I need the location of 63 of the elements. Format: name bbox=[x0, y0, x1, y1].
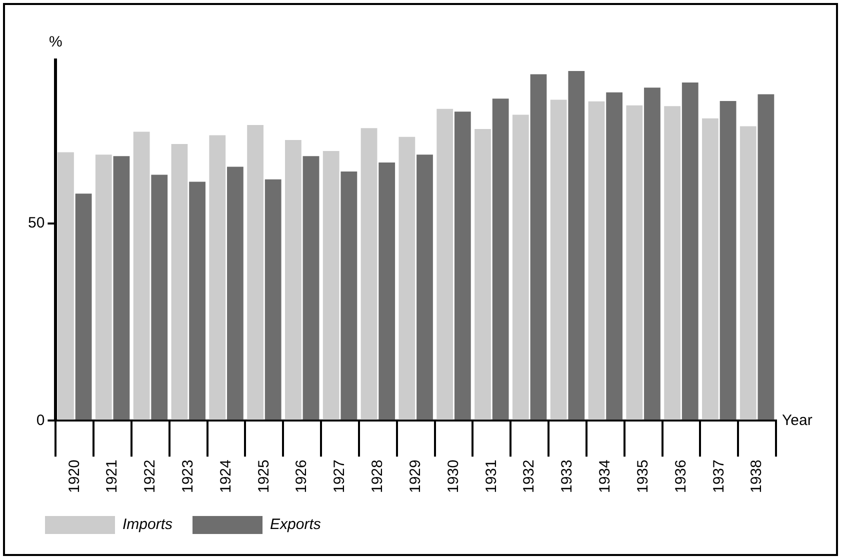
x-tick-label: 1931 bbox=[482, 460, 500, 494]
y-axis-title: % bbox=[49, 34, 62, 51]
legend-label: Imports bbox=[122, 516, 174, 534]
bar bbox=[530, 74, 547, 420]
bar bbox=[95, 154, 112, 420]
bar bbox=[58, 152, 74, 420]
legend-label: Exports bbox=[270, 516, 322, 534]
x-axis-title: Year bbox=[782, 412, 812, 429]
x-tick-label: 1922 bbox=[142, 460, 159, 494]
bar bbox=[720, 100, 736, 420]
y-tick-label: 0 bbox=[36, 412, 45, 429]
x-tick-label: 1937 bbox=[710, 460, 728, 494]
bar bbox=[702, 118, 718, 420]
bar bbox=[189, 182, 206, 420]
bar bbox=[492, 98, 509, 420]
bar bbox=[264, 179, 282, 420]
x-tick-label: 1924 bbox=[217, 460, 234, 494]
bar bbox=[322, 151, 340, 420]
x-tick-label: 1935 bbox=[634, 460, 652, 494]
x-tick-label: 1936 bbox=[672, 460, 690, 494]
x-tick-label: 1921 bbox=[104, 460, 121, 494]
bar bbox=[113, 156, 130, 420]
bar bbox=[302, 156, 320, 420]
bar bbox=[75, 194, 92, 420]
bar bbox=[626, 105, 643, 420]
bar bbox=[171, 144, 188, 420]
bar bbox=[606, 92, 623, 420]
bar bbox=[436, 108, 454, 420]
bar bbox=[416, 154, 433, 420]
bar bbox=[340, 172, 358, 420]
bar bbox=[512, 114, 529, 420]
bar bbox=[247, 125, 264, 420]
bar bbox=[209, 135, 226, 420]
bar bbox=[550, 100, 567, 420]
bar bbox=[758, 94, 774, 420]
x-tick-label: 1938 bbox=[748, 460, 766, 494]
x-tick-label: 1932 bbox=[520, 460, 538, 494]
bar bbox=[454, 112, 471, 420]
x-tick-label: 1928 bbox=[369, 460, 386, 494]
bar bbox=[285, 140, 302, 420]
x-tick-label: 1930 bbox=[444, 460, 462, 494]
bar bbox=[378, 162, 396, 420]
bar bbox=[740, 126, 756, 420]
x-tick-label: 1926 bbox=[293, 460, 310, 494]
bar bbox=[664, 106, 681, 420]
bar bbox=[227, 166, 244, 420]
x-tick-label: 1933 bbox=[558, 460, 576, 494]
x-tick-label: 1934 bbox=[596, 460, 614, 494]
bar bbox=[682, 82, 698, 420]
y-tick-label: 50 bbox=[28, 214, 45, 232]
bar bbox=[644, 88, 660, 420]
x-tick-label: 1923 bbox=[180, 460, 197, 494]
x-tick-label: 1929 bbox=[406, 460, 424, 494]
bar bbox=[151, 174, 168, 420]
bar bbox=[568, 71, 585, 420]
bar bbox=[360, 128, 378, 420]
x-tick-label: 1927 bbox=[331, 460, 348, 494]
bar bbox=[474, 128, 491, 420]
x-tick-label: 1925 bbox=[255, 460, 272, 494]
x-tick-label: 1920 bbox=[66, 460, 83, 494]
bar bbox=[588, 101, 605, 420]
bar bbox=[133, 132, 150, 420]
bar bbox=[398, 136, 416, 420]
